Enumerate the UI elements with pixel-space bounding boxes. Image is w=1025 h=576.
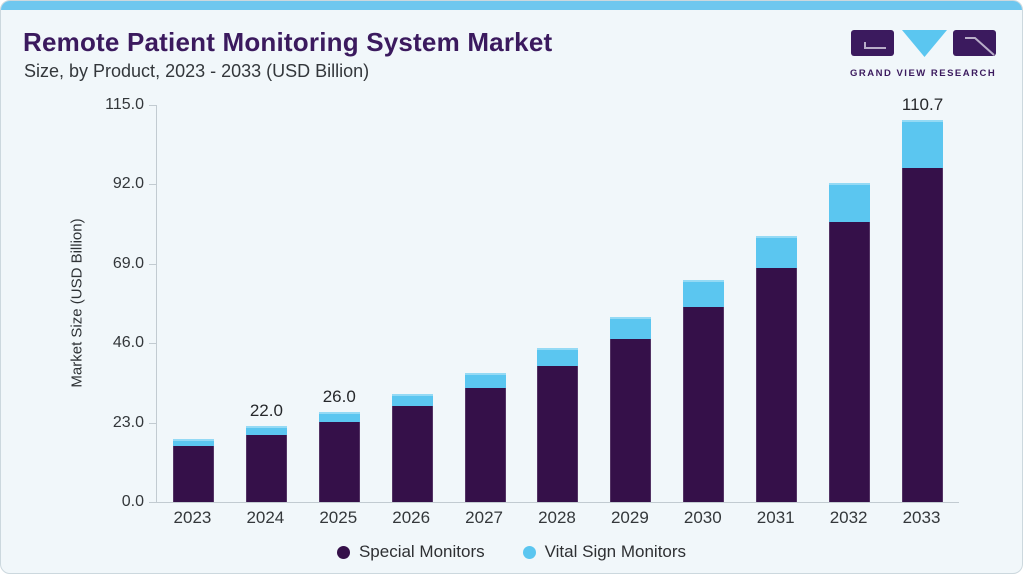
bar-group-2032 — [813, 105, 886, 502]
segment-special-monitors — [537, 365, 579, 502]
x-axis-label-2029: 2029 — [610, 508, 649, 527]
y-tick-label: 92.0 — [112, 175, 144, 193]
bar-stack — [902, 119, 944, 502]
bar-group-2030 — [667, 105, 740, 502]
segment-special-monitors — [391, 406, 433, 502]
page-subtitle: Size, by Product, 2023 - 2033 (USD Billi… — [24, 61, 370, 81]
x-axis-label-2032: 2032 — [829, 508, 868, 527]
x-axis-label-2033: 2033 — [902, 508, 941, 527]
segment-vital-sign-monitors — [829, 183, 871, 223]
segment-special-monitors — [683, 307, 725, 502]
bar-group-2023 — [157, 105, 230, 502]
y-tick-mark — [149, 184, 156, 186]
y-tick-label: 46.0 — [112, 334, 144, 352]
segment-vital-sign-monitors — [756, 236, 798, 269]
segment-special-monitors — [610, 339, 652, 502]
y-tick-mark — [149, 263, 156, 265]
bar-stack — [610, 317, 652, 502]
bar-stack — [537, 347, 579, 502]
x-axis-label-2024: 2024 — [246, 508, 285, 527]
grand-view-research-logo: GRAND VIEW RESEARCH — [850, 29, 996, 79]
bar-stack — [318, 412, 360, 502]
segment-vital-sign-monitors — [391, 394, 433, 407]
y-tick-mark — [149, 105, 156, 106]
y-tick-mark — [149, 343, 156, 345]
bar-group-2027 — [449, 105, 522, 502]
page-title: Remote Patient Monitoring System Market — [23, 27, 553, 57]
bar-stack — [756, 236, 798, 502]
x-axis-label-2023: 2023 — [173, 508, 212, 527]
y-axis: 115.0 92.0 69.0 46.0 23.0 0.0 — [1, 96, 156, 510]
legend-label-special-monitors: Special Monitors — [358, 542, 485, 561]
accent-top-strip — [1, 1, 1022, 10]
bar-stack — [829, 183, 871, 502]
segment-special-monitors — [902, 167, 944, 502]
bar-group-2033: 110.7 — [886, 95, 959, 502]
x-axis-label-2030: 2030 — [683, 508, 722, 527]
x-axis-label-2027: 2027 — [465, 508, 503, 527]
segment-vital-sign-monitors — [610, 317, 652, 340]
bar-group-2029 — [594, 105, 667, 502]
y-tick-mark — [149, 422, 156, 424]
bar-group-2025: 26.0 — [303, 105, 376, 502]
segment-vital-sign-monitors — [464, 373, 506, 388]
bar-stack — [464, 373, 506, 502]
bar-stack — [391, 394, 433, 502]
segment-special-monitors — [756, 268, 798, 502]
y-tick-label: 0.0 — [121, 493, 144, 510]
legend-dot-special-monitors-icon — [336, 545, 350, 559]
segment-special-monitors — [318, 422, 360, 502]
bar-total-label: 26.0 — [322, 387, 356, 407]
legend-item-vital-sign-monitors: Vital Sign Monitors — [522, 542, 687, 562]
segment-vital-sign-monitors — [318, 412, 360, 423]
gvr-logo-icon — [851, 30, 996, 57]
bar-stack — [245, 426, 287, 502]
x-axis-label-2031: 2031 — [756, 508, 795, 527]
legend-dot-vital-sign-monitors-icon — [522, 545, 536, 559]
bar-group-2028 — [522, 105, 595, 502]
bar-group-2026 — [376, 105, 449, 502]
legend-item-special-monitors: Special Monitors — [336, 542, 485, 562]
x-axis: 2023 2024 2025 2026 2027 2028 2029 2030 2031 2032… — [156, 503, 958, 531]
bar-total-label: 22.0 — [249, 401, 283, 421]
segment-special-monitors — [464, 387, 506, 502]
y-tick-label: 69.0 — [112, 254, 144, 272]
x-axis-label-2025: 2025 — [319, 508, 358, 527]
plot-area: 22.0 26.0 110.7 — [156, 95, 959, 503]
segment-vital-sign-monitors — [245, 426, 287, 435]
x-axis-label-2026: 2026 — [392, 508, 431, 527]
bar-group-2024: 22.0 — [230, 105, 303, 502]
legend-label-vital-sign-monitors: Vital Sign Monitors — [544, 542, 687, 561]
segment-vital-sign-monitors — [902, 119, 944, 168]
segment-special-monitors — [172, 446, 214, 502]
y-tick-mark — [149, 502, 156, 503]
bar-stack — [683, 280, 725, 502]
y-tick-label: 115.0 — [105, 96, 144, 113]
x-axis-label-2028: 2028 — [538, 508, 576, 527]
bar-stack — [172, 438, 214, 502]
segment-special-monitors — [829, 222, 871, 502]
segment-vital-sign-monitors — [172, 438, 214, 447]
logo-text: GRAND VIEW RESEARCH — [850, 68, 997, 79]
y-tick-label: 23.0 — [112, 413, 144, 431]
bar-group-2031 — [740, 105, 813, 502]
legend: Special Monitors Vital Sign Monitors — [1, 542, 1022, 562]
bar-total-label: 110.7 — [901, 94, 944, 114]
segment-vital-sign-monitors — [537, 347, 579, 366]
segment-vital-sign-monitors — [683, 280, 725, 307]
segment-special-monitors — [245, 434, 287, 502]
